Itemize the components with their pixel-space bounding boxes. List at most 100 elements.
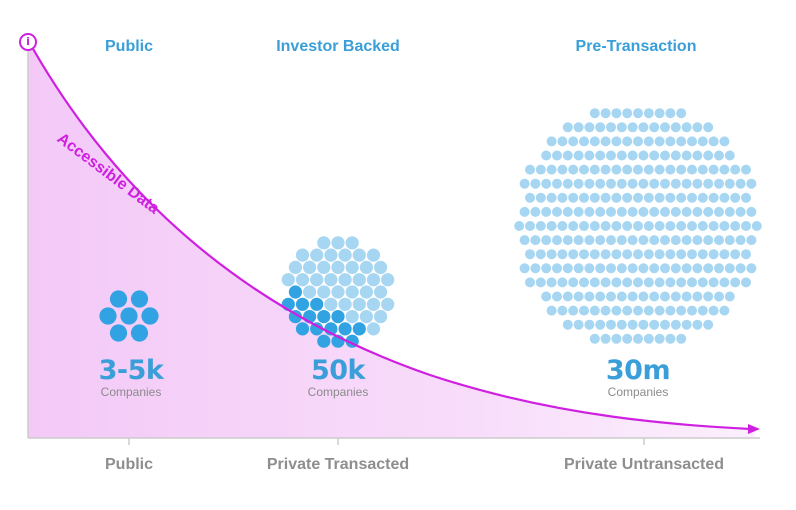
company-dot-pre-transaction	[600, 136, 611, 147]
company-dot-pre-transaction	[541, 291, 552, 302]
company-dot-pre-transaction	[654, 108, 665, 119]
company-dot-pre-transaction	[649, 291, 660, 302]
company-dot-pre-transaction	[525, 192, 535, 203]
company-dot-pre-transaction	[546, 249, 557, 260]
company-dot-pre-transaction	[589, 333, 600, 344]
company-dot-pre-transaction	[676, 305, 687, 316]
company-dot-pre-transaction	[719, 277, 730, 288]
company-dot-pre-transaction	[557, 305, 568, 316]
company-dot-pre-transaction	[546, 305, 557, 316]
company-dot-pre-transaction	[595, 150, 606, 161]
company-dot-pre-transaction	[568, 305, 579, 316]
company-dot-pre-transaction	[751, 221, 762, 231]
company-dot-pre-transaction	[633, 164, 643, 175]
company-dot-pre-transaction	[724, 291, 735, 302]
company-dot-pre-transaction	[573, 178, 584, 189]
company-dot-investor-backed	[317, 260, 331, 275]
company-dot-pre-transaction	[649, 150, 660, 161]
company-dot-pre-transaction	[665, 333, 676, 344]
company-dot-pre-transaction	[579, 305, 589, 316]
company-dot-pre-transaction	[670, 319, 681, 330]
company-dot-pre-transaction	[525, 221, 535, 231]
company-dot-pre-transaction	[627, 263, 638, 274]
company-dot-pre-transaction	[660, 235, 670, 246]
company-dot-pre-transaction	[546, 164, 557, 175]
company-dot-investor-backed	[381, 273, 395, 287]
company-dot-pre-transaction	[589, 192, 600, 203]
company-dot-pre-transaction	[719, 164, 730, 175]
company-dot-pre-transaction	[606, 291, 616, 302]
company-dot-pre-transaction	[546, 136, 557, 147]
company-dot-pre-transaction	[654, 305, 665, 316]
company-dot-investor-backed	[331, 285, 345, 299]
company-dot-pre-transaction	[622, 136, 633, 147]
company-dot-pre-transaction	[676, 136, 687, 147]
company-dot-pre-transaction	[552, 150, 562, 161]
company-dot-public	[120, 307, 138, 325]
company-dot-pre-transaction	[670, 206, 681, 217]
company-dot-pre-transaction	[638, 319, 649, 330]
company-dot-pre-transaction	[600, 164, 611, 175]
company-dot-pre-transaction	[519, 263, 530, 274]
company-dot-pre-transaction	[735, 206, 746, 217]
company-dot-pre-transaction	[530, 235, 541, 246]
company-dot-investor-backed	[345, 236, 359, 250]
company-dot-investor-backed	[310, 297, 324, 311]
company-dot-pre-transaction	[622, 333, 633, 344]
company-dot-investor-backed	[310, 322, 324, 336]
company-dot-pre-transaction	[606, 235, 616, 246]
company-dot-pre-transaction	[741, 277, 751, 288]
company-dot-pre-transaction	[557, 192, 568, 203]
company-dot-pre-transaction	[600, 249, 611, 260]
company-dot-pre-transaction	[741, 249, 751, 260]
company-dot-pre-transaction	[697, 305, 708, 316]
company-dot-pre-transaction	[633, 249, 643, 260]
company-dot-pre-transaction	[697, 277, 708, 288]
company-dot-investor-backed	[345, 260, 359, 275]
company-dot-pre-transaction	[681, 122, 692, 133]
company-dot-pre-transaction	[703, 263, 714, 274]
company-dot-investor-backed	[317, 334, 331, 348]
company-dot-pre-transaction	[681, 206, 692, 217]
company-dot-pre-transaction	[622, 164, 633, 175]
company-dot-investor-backed	[331, 260, 345, 275]
company-dot-pre-transaction	[584, 178, 595, 189]
company-dot-pre-transaction	[643, 192, 654, 203]
company-dot-pre-transaction	[525, 249, 535, 260]
company-dot-pre-transaction	[703, 319, 714, 330]
company-dot-public	[109, 324, 128, 342]
company-dot-pre-transaction	[719, 192, 730, 203]
company-dot-pre-transaction	[584, 319, 595, 330]
company-dot-pre-transaction	[665, 249, 676, 260]
company-dot-pre-transaction	[746, 263, 757, 274]
company-dot-pre-transaction	[692, 291, 703, 302]
company-dot-pre-transaction	[692, 235, 703, 246]
company-dot-pre-transaction	[611, 108, 622, 119]
company-dot-pre-transaction	[730, 164, 741, 175]
company-dot-pre-transaction	[611, 333, 622, 344]
company-dot-pre-transaction	[719, 249, 730, 260]
info-icon[interactable]: i	[19, 33, 37, 51]
company-dot-pre-transaction	[622, 108, 633, 119]
company-dot-pre-transaction	[606, 319, 616, 330]
company-dot-investor-backed	[352, 322, 366, 336]
company-dot-pre-transaction	[552, 263, 562, 274]
company-dot-pre-transaction	[622, 221, 633, 231]
company-dot-investor-backed	[331, 309, 345, 324]
company-dot-pre-transaction	[579, 249, 589, 260]
curve-arrowhead	[748, 424, 760, 434]
company-dot-pre-transaction	[616, 122, 627, 133]
segment-title-pre-transaction: Pre-Transaction	[575, 38, 697, 55]
company-dot-pre-transaction	[714, 235, 724, 246]
company-dot-pre-transaction	[611, 136, 622, 147]
company-dot-pre-transaction	[589, 164, 600, 175]
company-dot-pre-transaction	[746, 206, 757, 217]
company-dot-clusters	[99, 108, 762, 348]
company-dot-pre-transaction	[719, 221, 730, 231]
company-dot-pre-transaction	[535, 249, 546, 260]
company-dot-investor-backed	[366, 297, 381, 311]
company-dot-pre-transaction	[589, 249, 600, 260]
company-dot-pre-transaction	[687, 192, 697, 203]
company-dot-pre-transaction	[627, 150, 638, 161]
company-dot-pre-transaction	[541, 206, 552, 217]
